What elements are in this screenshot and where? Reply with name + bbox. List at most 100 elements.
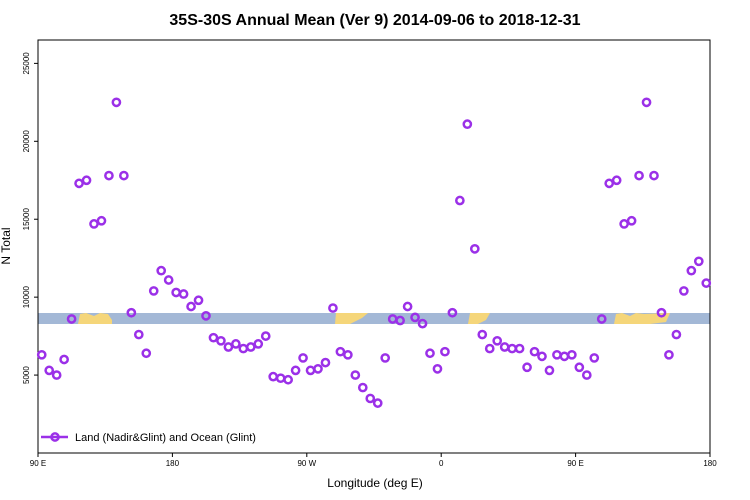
- data-point: [298, 353, 308, 363]
- data-point: [537, 351, 547, 362]
- data-point: [201, 311, 211, 321]
- data-point: [514, 343, 525, 354]
- data-point: [417, 318, 428, 329]
- data-point: [455, 195, 465, 206]
- land-patch-australia-repeat: [614, 313, 670, 324]
- data-point: [119, 170, 129, 181]
- data-point: [581, 370, 592, 380]
- data-point: [484, 343, 495, 354]
- x-tick-label: 90 E: [567, 459, 583, 468]
- data-point: [693, 256, 704, 267]
- land-patch-australia: [78, 313, 112, 324]
- data-point: [156, 265, 167, 276]
- data-point: [171, 287, 181, 298]
- data-point: [372, 398, 383, 408]
- data-point: [186, 301, 196, 312]
- data-point: [410, 312, 420, 323]
- y-axis-label: N Total: [0, 227, 13, 264]
- data-point: [238, 343, 249, 354]
- data-point: [701, 278, 712, 288]
- data-point: [544, 365, 555, 376]
- data-point: [96, 215, 107, 226]
- x-tick-label: 90 E: [30, 459, 46, 468]
- data-point: [395, 315, 405, 326]
- data-point: [59, 354, 69, 365]
- data-point: [133, 329, 144, 340]
- data-point: [343, 349, 353, 360]
- data-point: [402, 301, 413, 312]
- data-point: [671, 329, 682, 340]
- data-point: [74, 178, 84, 189]
- data-points: [36, 97, 712, 408]
- data-point: [604, 178, 615, 189]
- data-point: [656, 307, 667, 318]
- data-point: [350, 370, 361, 380]
- data-point: [529, 346, 540, 357]
- x-axis-ticks: 90 E 180 90 W 0 90 E 180: [30, 453, 717, 468]
- data-point: [178, 289, 189, 299]
- data-point: [44, 365, 55, 376]
- data-point: [193, 295, 204, 306]
- y-tick-label: 20000: [22, 130, 31, 153]
- land-ocean-band: [38, 313, 710, 324]
- data-point: [253, 339, 264, 349]
- data-point: [216, 335, 226, 346]
- data-point: [440, 346, 450, 357]
- data-point: [111, 97, 122, 108]
- data-point: [208, 332, 219, 343]
- data-point: [462, 119, 473, 130]
- data-point: [649, 170, 659, 181]
- data-point: [664, 349, 674, 360]
- data-point: [447, 307, 458, 318]
- y-tick-label: 5000: [22, 366, 31, 384]
- data-point: [507, 343, 517, 354]
- data-point: [290, 365, 301, 376]
- data-point: [89, 219, 99, 229]
- y-tick-label: 10000: [22, 285, 31, 308]
- land-patch-africa: [468, 313, 490, 324]
- data-point: [380, 353, 391, 363]
- data-point: [283, 374, 293, 385]
- data-point: [245, 342, 256, 352]
- data-point: [260, 331, 271, 341]
- data-point: [148, 286, 159, 296]
- chart-title: 35S-30S Annual Mean (Ver 9) 2014-09-06 t…: [169, 12, 580, 29]
- data-point: [626, 215, 637, 226]
- x-axis-label: Longitude (deg E): [327, 476, 422, 490]
- data-point: [313, 363, 323, 374]
- legend-entry-label: Land (Nadir&Glint) and Ocean (Glint): [75, 432, 256, 444]
- data-point: [163, 275, 174, 285]
- data-point: [268, 371, 279, 382]
- data-point: [634, 170, 644, 181]
- data-point: [469, 243, 480, 254]
- data-point: [335, 346, 346, 357]
- x-tick-label: 0: [439, 459, 444, 468]
- data-point: [619, 219, 629, 229]
- data-point: [36, 349, 47, 360]
- data-point: [686, 265, 697, 276]
- y-tick-label: 25000: [22, 52, 31, 75]
- data-point: [104, 170, 114, 181]
- y-tick-label: 15000: [22, 208, 31, 231]
- data-point: [66, 314, 77, 324]
- x-tick-label: 90 W: [297, 459, 316, 468]
- data-point: [425, 348, 435, 359]
- data-point: [589, 353, 600, 363]
- data-point: [559, 351, 570, 362]
- legend-marker-symbol: [50, 432, 60, 442]
- data-point: [611, 175, 622, 186]
- data-point: [574, 362, 585, 373]
- x-tick-label: 180: [703, 459, 717, 468]
- data-point: [357, 382, 368, 393]
- data-point: [305, 365, 316, 376]
- data-point: [432, 363, 443, 374]
- x-tick-label: 180: [166, 459, 180, 468]
- data-point: [365, 393, 376, 404]
- data-point: [81, 175, 92, 186]
- land-patch-south-america: [335, 313, 368, 324]
- data-point: [477, 329, 488, 340]
- data-point: [275, 373, 286, 384]
- data-point: [328, 303, 338, 313]
- data-point: [223, 342, 234, 352]
